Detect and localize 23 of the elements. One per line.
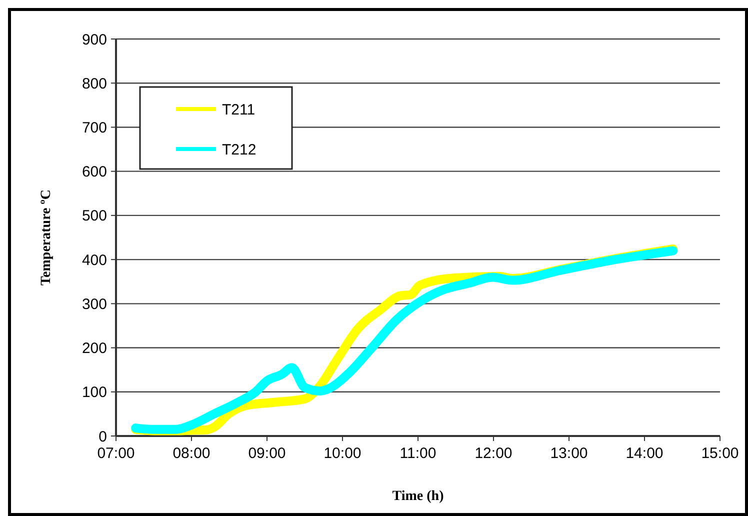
x-tick-label: 13:00 xyxy=(550,445,588,462)
x-tick-label: 08:00 xyxy=(172,445,210,462)
x-axis-title: Time (h) xyxy=(392,489,444,504)
y-tick-label: 900 xyxy=(82,31,107,48)
x-tick-label: 10:00 xyxy=(324,445,362,462)
x-tick-label: 14:00 xyxy=(626,445,664,462)
y-tick-label: 800 xyxy=(82,75,107,92)
y-tick-label: 500 xyxy=(82,208,107,225)
x-tick-label: 12:00 xyxy=(474,445,512,462)
y-tick-label: 300 xyxy=(82,296,107,313)
y-tick-label: 400 xyxy=(82,252,107,269)
legend-label: T212 xyxy=(222,141,256,158)
x-tick-label: 15:00 xyxy=(701,445,739,462)
x-tick-label: 07:00 xyxy=(97,445,135,462)
y-axis-title: Temperature ºC xyxy=(39,190,54,286)
y-tick-label: 100 xyxy=(82,384,107,402)
x-tick-label: 09:00 xyxy=(248,445,286,462)
y-tick-label: 600 xyxy=(82,164,107,181)
y-tick-label: 0 xyxy=(98,428,107,446)
x-tick-label: 11:00 xyxy=(400,445,436,462)
legend-label: T211 xyxy=(222,101,256,118)
y-tick-label: 200 xyxy=(82,340,107,358)
y-tick-label: 700 xyxy=(82,119,107,136)
